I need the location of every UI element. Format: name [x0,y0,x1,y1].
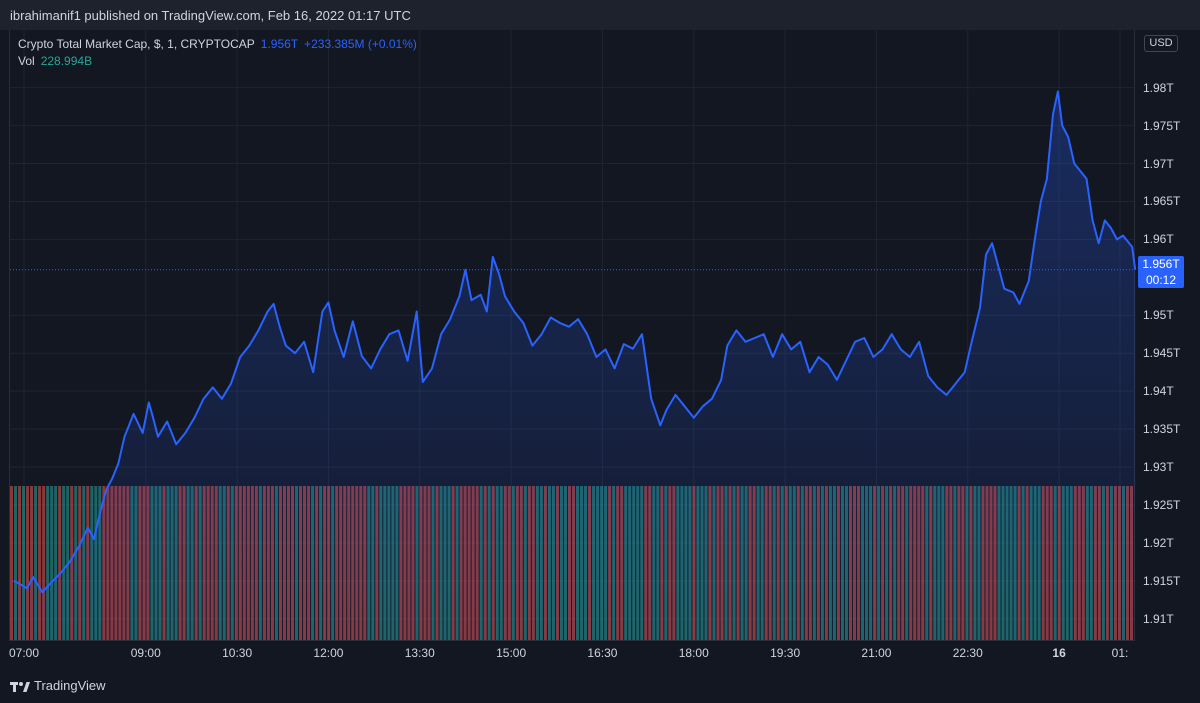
bar-countdown: 00:12 [1145,273,1177,287]
time-tick-label: 12:00 [313,646,344,660]
tradingview-logo-icon [10,681,30,692]
volume-bar [18,486,22,640]
legend-volume-row: Vol 228.994B [18,53,417,70]
price-tick-label: 1.97T [1143,156,1174,171]
volume-bar [54,486,58,640]
price-tick-label: 1.915T [1143,573,1181,588]
last-price-label: 1.956T 00:12 [1138,256,1184,288]
time-tick-label: 07:00 [8,646,40,660]
last-price-value: 1.956T [1142,257,1180,271]
publish-text: ibrahimanif1 published on TradingView.co… [10,8,411,23]
price-tick-label: 1.91T [1143,611,1174,626]
price-tick-label: 1.925T [1143,497,1181,512]
price-tick-label: 1.96T [1143,232,1174,247]
price-area-fill [13,91,1136,640]
price-line [13,90,1137,594]
volume-bar [10,486,14,640]
time-tick-label: 16:30 [587,646,618,660]
legend-last-price: 1.956T [260,37,299,51]
legend-change: +233.385M (+0.01%) [304,37,417,51]
volume-bar [50,486,54,640]
legend-symbol-row: Crypto Total Market Cap, $, 1, CRYPTOCAP… [18,36,417,53]
time-tick-label: 19:30 [770,646,801,660]
time-tick-label: 01: [1111,646,1129,660]
volume-bar [62,486,66,640]
volume-bar [14,486,18,640]
price-tick-label: 1.965T [1143,194,1181,209]
price-tick-label: 1.98T [1143,80,1174,95]
time-tick-label: 16 [1052,646,1066,660]
price-tick-label: 1.935T [1143,422,1181,437]
time-tick-label: 21:00 [861,646,892,660]
volume-bar [58,486,62,640]
tradingview-branding[interactable]: TradingView [10,678,106,693]
time-tick-label: 09:00 [130,646,161,660]
volume-bar [26,486,30,640]
legend-symbol[interactable]: Crypto Total Market Cap, $, 1, CRYPTOCAP [18,37,255,51]
volume-bar [38,486,42,640]
legend-volume-value: 228.994B [40,54,93,68]
volume-bar [46,486,50,640]
price-tick-label: 1.95T [1143,308,1174,323]
chart-legend: Crypto Total Market Cap, $, 1, CRYPTOCAP… [18,36,417,70]
publish-bar: ibrahimanif1 published on TradingView.co… [0,0,1200,30]
chart-frame-left [9,30,10,641]
tradingview-brand-text: TradingView [34,678,106,693]
price-tick-label: 1.945T [1143,346,1181,361]
price-tick-label: 1.92T [1143,535,1174,550]
time-tick-label: 13:30 [404,646,435,660]
volume-bar [30,486,34,640]
time-tick-label: 22:30 [952,646,983,660]
time-tick-label: 10:30 [222,646,253,660]
chart-frame-bottom [10,640,1135,641]
volume-bar [42,486,46,640]
price-tick-label: 1.975T [1143,118,1181,133]
volume-bar [34,486,38,640]
volume-bar [22,486,26,640]
price-tick-label: 1.94T [1143,384,1174,399]
time-tick-label: 18:00 [678,646,709,660]
time-tick-label: 15:00 [496,646,527,660]
price-tick-label: 1.93T [1143,460,1174,474]
legend-volume-label[interactable]: Vol [18,54,35,68]
currency-button[interactable]: USD [1144,35,1178,52]
